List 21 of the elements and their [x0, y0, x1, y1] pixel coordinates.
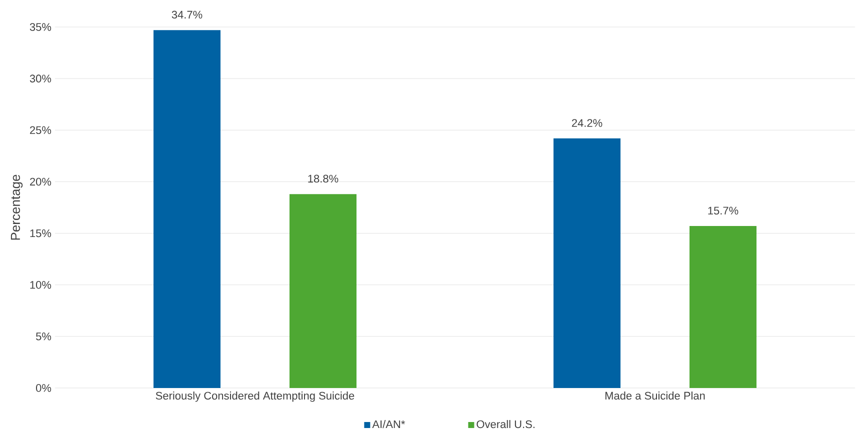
y-tick-label: 20% [30, 178, 52, 186]
bar [690, 226, 756, 388]
data-label: 24.2% [572, 119, 602, 127]
y-tick-label: 25% [30, 126, 52, 134]
legend-label: AI/AN* [372, 420, 406, 428]
y-tick-label: 30% [30, 74, 52, 82]
y-tick-label: 10% [30, 280, 52, 289]
data-label: 15.7% [708, 206, 738, 215]
data-label: 18.8% [308, 174, 338, 183]
y-tick-label: 35% [30, 23, 52, 31]
x-tick-label: Seriously Considered Attempting Suicide [156, 392, 354, 402]
bar [290, 194, 357, 388]
bar [154, 30, 221, 388]
legend-label: Overall U.S. [476, 420, 534, 428]
y-axis-title: Percentage [10, 174, 23, 240]
data-label: 34.7% [172, 10, 202, 19]
y-tick-label: 15% [30, 229, 52, 238]
y-tick-label: 5% [36, 332, 52, 340]
x-tick-label: Made a Suicide Plan [605, 392, 705, 400]
bar [554, 138, 620, 388]
y-tick-label: 0% [36, 384, 52, 392]
